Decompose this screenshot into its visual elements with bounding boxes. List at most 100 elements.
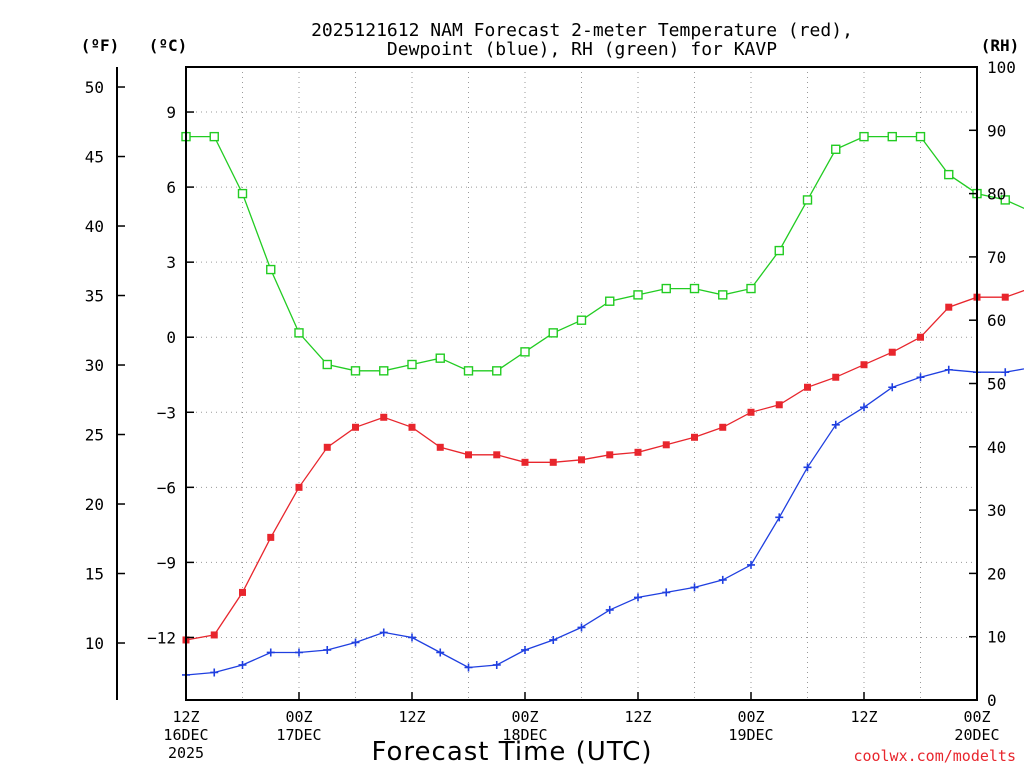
- dewpoint-point: [210, 668, 219, 677]
- rh-tick-label: 20: [987, 564, 1006, 583]
- dewpoint-point: [718, 575, 727, 584]
- dewpoint-point: [266, 648, 275, 657]
- fahrenheit-tick-label: 35: [85, 287, 104, 306]
- dewpoint-series: [182, 365, 1024, 679]
- temperature-point: [1001, 293, 1009, 301]
- rh-tick-label: 40: [987, 438, 1006, 457]
- celsius-tick-label: −6: [157, 478, 176, 497]
- time-tick-label: 12Z 16DEC 2025: [163, 708, 208, 762]
- dewpoint-point: [323, 645, 332, 654]
- rh-point: [802, 195, 813, 205]
- fahrenheit-tick-label: 40: [85, 217, 104, 236]
- temperature-point: [267, 533, 275, 541]
- rh-point: [605, 296, 615, 306]
- dewpoint-point: [464, 663, 473, 672]
- dewpoint-point: [379, 628, 388, 637]
- rh-point: [435, 353, 445, 363]
- celsius-tick-label: −3: [157, 403, 176, 422]
- rh-point: [520, 347, 530, 357]
- temperature-line: [185, 289, 1024, 641]
- dewpoint-point: [916, 373, 925, 382]
- rh-point: [322, 359, 332, 370]
- fahrenheit-tick-label: 15: [85, 565, 104, 584]
- rh-point: [407, 359, 417, 370]
- temperature-point: [549, 458, 557, 466]
- time-tick-label-line: 00Z: [737, 708, 764, 726]
- dewpoint-line: [185, 368, 1024, 676]
- temperature-point: [436, 443, 444, 451]
- temperature-point: [719, 423, 727, 431]
- celsius-unit-label: (ºC): [149, 36, 188, 55]
- time-tick-label-line: 12Z: [624, 708, 651, 726]
- fahrenheit-tick-label: 50: [85, 78, 104, 97]
- dewpoint-point: [408, 633, 416, 642]
- time-tick-label-line: 2025: [168, 744, 204, 762]
- time-tick-label: 12Z: [850, 708, 877, 726]
- dewpoint-point: [634, 593, 642, 602]
- dewpoint-point: [549, 635, 558, 644]
- rh-tick-label: 100: [987, 58, 1016, 77]
- temperature-point: [521, 458, 529, 466]
- dewpoint-point: [775, 513, 784, 522]
- dewpoint-point: [747, 560, 755, 569]
- temperature-point: [691, 433, 698, 441]
- temperature-point: [945, 303, 953, 311]
- temperature-point: [634, 448, 642, 456]
- temperature-point: [352, 423, 359, 431]
- celsius-tick-label: 0: [166, 328, 176, 347]
- rh-unit-label: (RH): [981, 36, 1020, 55]
- rh-tick-label: 70: [987, 248, 1006, 267]
- axis-ticks: −12−9−6−30369101520253035404550010203040…: [85, 58, 1016, 762]
- time-tick-label: 12Z: [398, 708, 425, 726]
- rh-point: [576, 315, 587, 325]
- source-credit: coolwx.com/modelts: [853, 747, 1016, 765]
- rh-point: [718, 290, 728, 300]
- dewpoint-point: [351, 638, 360, 647]
- celsius-tick-label: 6: [166, 178, 176, 197]
- celsius-tick-label: −12: [147, 628, 176, 647]
- dewpoint-point: [662, 588, 671, 597]
- temperature-point: [888, 348, 896, 356]
- time-tick-label-line: 18DEC: [502, 726, 547, 744]
- temperature-point: [493, 451, 501, 459]
- time-tick-label-line: 12Z: [398, 708, 425, 726]
- rh-point: [661, 283, 671, 294]
- time-tick-label-line: 17DEC: [276, 726, 321, 744]
- rh-point: [774, 245, 784, 256]
- dewpoint-point: [803, 463, 812, 472]
- celsius-tick-label: 9: [166, 103, 176, 122]
- time-tick-label-line: 12Z: [850, 708, 877, 726]
- dewpoint-point: [605, 605, 614, 614]
- dewpoint-point: [295, 648, 303, 657]
- temperature-point: [408, 423, 416, 431]
- dewpoint-point: [831, 420, 840, 429]
- rh-point: [492, 366, 502, 376]
- rh-point: [859, 131, 869, 142]
- temperature-point: [747, 408, 755, 416]
- time-tick-label-line: 12Z: [172, 708, 199, 726]
- plot-frame: [185, 66, 978, 701]
- dewpoint-point: [860, 403, 868, 412]
- rh-tick-label: 30: [987, 501, 1006, 520]
- rh-line: [186, 135, 1024, 372]
- fahrenheit-unit-label: (ºF): [81, 36, 120, 55]
- rh-point: [294, 328, 304, 338]
- temperature-point: [380, 413, 388, 421]
- temperature-point: [917, 333, 924, 341]
- dewpoint-point: [238, 660, 247, 669]
- fahrenheit-tick-label: 25: [85, 426, 104, 445]
- temperature-point: [578, 456, 585, 464]
- dewpoint-point: [690, 583, 699, 592]
- time-tick-label-line: 20DEC: [954, 726, 999, 744]
- temperature-point: [295, 483, 303, 491]
- dewpoint-point: [888, 383, 897, 392]
- time-tick-label-line: 00Z: [963, 708, 990, 726]
- celsius-tick-label: 3: [166, 253, 176, 272]
- dewpoint-point: [492, 660, 501, 669]
- dewpoint-point: [1001, 368, 1010, 377]
- dewpoint-point: [577, 623, 586, 632]
- x-axis-label: Forecast Time (UTC): [371, 737, 652, 767]
- time-tick-label-line: 19DEC: [728, 726, 773, 744]
- dewpoint-point: [944, 365, 953, 374]
